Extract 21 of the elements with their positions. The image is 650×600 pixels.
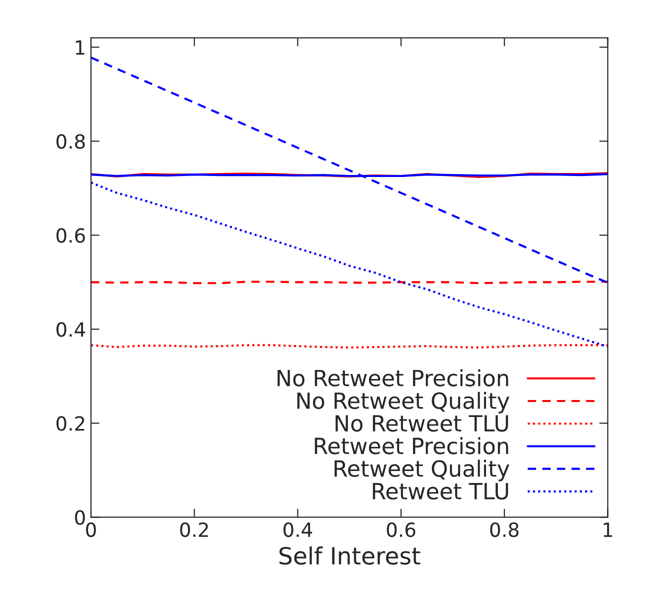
- line-series: [91, 56, 608, 284]
- x-axis-title: Self Interest: [280, 546, 420, 565]
- x-tick-label: 0.8: [490, 522, 519, 538]
- legend-label: No Retweet Quality: [297, 392, 510, 414]
- line-series: [91, 182, 608, 348]
- legend-label: Retweet Precision: [314, 437, 508, 454]
- x-tick-label: 0.4: [284, 522, 312, 538]
- y-tick-label: 0.2: [56, 416, 84, 431]
- y-tick-label: 0.6: [56, 228, 85, 243]
- x-tick-label: 0.6: [386, 522, 416, 538]
- legend-label: Retweet Quality: [334, 460, 510, 482]
- y-tick-label: 1: [76, 40, 84, 55]
- x-tick-label: 0.2: [180, 522, 208, 538]
- x-tick-label: 1: [604, 522, 612, 537]
- y-tick-label: 0.4: [56, 322, 86, 337]
- legend-label: Retweet TLU: [372, 483, 508, 500]
- y-tick-label: 0.8: [56, 134, 85, 149]
- legend-label: No Retweet TLU: [336, 415, 508, 432]
- y-tick-label: 0: [75, 510, 85, 525]
- x-tick-label: 0: [86, 522, 96, 538]
- legend-label: No Retweet Precision: [278, 369, 508, 386]
